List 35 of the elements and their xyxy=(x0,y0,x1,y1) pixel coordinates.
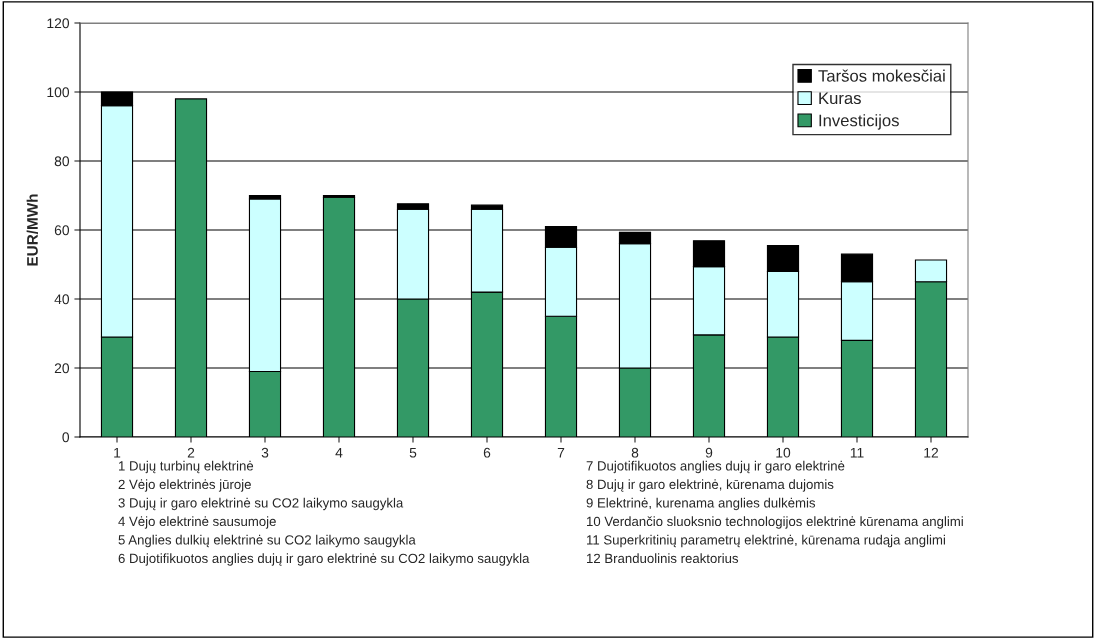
text: 12 Branduolinis reaktorius xyxy=(587,553,739,564)
legend-label: Investicijos xyxy=(819,114,899,130)
text: 7 Dujotifikuotos anglies dujų ir garo elektrinė xyxy=(586,460,845,474)
text: 10 Verdančio sluoksnio technologijos elektrinė kūrenama anglimi xyxy=(587,516,963,529)
y-tick-label: 20 xyxy=(54,363,70,374)
text: 6 Dujotifikuotos anglies dujų ir garo elektrinė su CO2 laikymo saugykla xyxy=(118,553,530,566)
x-tick-label: 5 xyxy=(409,447,417,458)
x-tick-label: 6 xyxy=(483,447,491,458)
y-tick-label: 0 xyxy=(62,432,70,443)
text: 2 Vėjo elektrinės jūroje xyxy=(118,479,251,492)
y-axis-title: EUR/MWh xyxy=(26,194,38,266)
x-tick-label: 7 xyxy=(557,447,565,458)
text: 11 Superkritinių parametrų elektrinė, kūrenama rudąja anglimi xyxy=(587,534,945,548)
text: 3 Dujų ir garo elektrinė su CO2 laikymo saugykla xyxy=(118,497,404,511)
legend-label: Kuras xyxy=(819,92,861,105)
text: 1 Dujų turbinų elektrinė xyxy=(119,460,254,474)
y-tick-label: 40 xyxy=(54,294,70,305)
x-tick-label: 4 xyxy=(335,447,343,458)
text: 4 Vėjo elektrinė sausumoje xyxy=(118,516,276,529)
x-tick-label: 8 xyxy=(631,447,639,458)
x-tick-label: 3 xyxy=(261,447,269,458)
text: 5 Anglies dulkių elektrinė su CO2 laikymo saugykla xyxy=(118,534,416,548)
y-tick-label: 60 xyxy=(54,225,70,236)
y-tick-label: 100 xyxy=(47,87,70,98)
x-tick-label: 1 xyxy=(114,447,121,458)
y-tick-label: 120 xyxy=(47,18,70,29)
text: 9 Elektrinė, kurenama anglies dulkėmis xyxy=(586,497,816,511)
y-tick-label: 80 xyxy=(54,156,70,167)
x-tick-label: 9 xyxy=(705,447,713,458)
x-tick-label: 12 xyxy=(924,447,939,458)
x-tick-label: 10 xyxy=(776,447,791,458)
x-tick-label: 11 xyxy=(850,447,864,458)
text: 8 Dujų ir garo elektrinė, kūrenama dujomis xyxy=(586,479,834,492)
x-tick-label: 2 xyxy=(187,447,195,458)
legend-label: Taršos mokesčiai xyxy=(818,69,945,82)
